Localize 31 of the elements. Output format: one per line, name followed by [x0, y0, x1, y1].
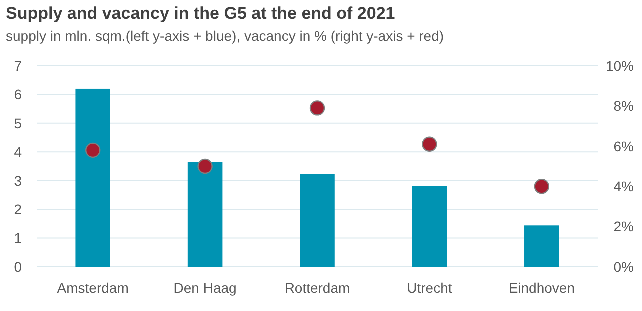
- y-tick-label: 2: [14, 201, 22, 218]
- x-tick-label: Utrecht: [407, 280, 452, 296]
- x-tick-label: Rotterdam: [284, 280, 350, 296]
- y2-tick-label: 6%: [614, 138, 634, 154]
- chart-title: Supply and vacancy in the G5 at the end of 2021: [6, 4, 396, 23]
- y2-tick-label: 2%: [614, 218, 634, 235]
- y-tick-label: 6: [14, 86, 22, 103]
- y-tick-label: 0: [14, 258, 22, 275]
- y-tick-label: 3: [14, 172, 22, 189]
- point: [310, 100, 326, 116]
- chart-subtitle: supply in mln. sqm.(left y-axis + blue), vacancy in % (right y-axis + red): [6, 28, 444, 44]
- y2-tick-label: 8%: [614, 98, 634, 114]
- x-tick-label: Eindhoven: [508, 280, 575, 296]
- y-tick-label: 7: [14, 58, 22, 74]
- y2-tick-label: 4%: [614, 178, 634, 194]
- y-tick-label: 1: [14, 230, 22, 246]
- x-tick-label: Amsterdam: [57, 280, 129, 296]
- point: [198, 158, 213, 174]
- point: [534, 179, 550, 194]
- y-tick-label: 4: [14, 144, 22, 160]
- bar: [300, 174, 335, 267]
- bar: [188, 162, 223, 267]
- point: [422, 136, 438, 152]
- bar: [524, 226, 560, 267]
- point: [86, 142, 101, 158]
- x-tick-label: Den Haag: [174, 280, 237, 296]
- y2-tick-label: 10%: [606, 58, 634, 74]
- bar: [412, 186, 448, 267]
- y-tick-label: 5: [14, 115, 22, 132]
- y2-tick-label: 0%: [614, 258, 634, 275]
- bar: [76, 88, 110, 267]
